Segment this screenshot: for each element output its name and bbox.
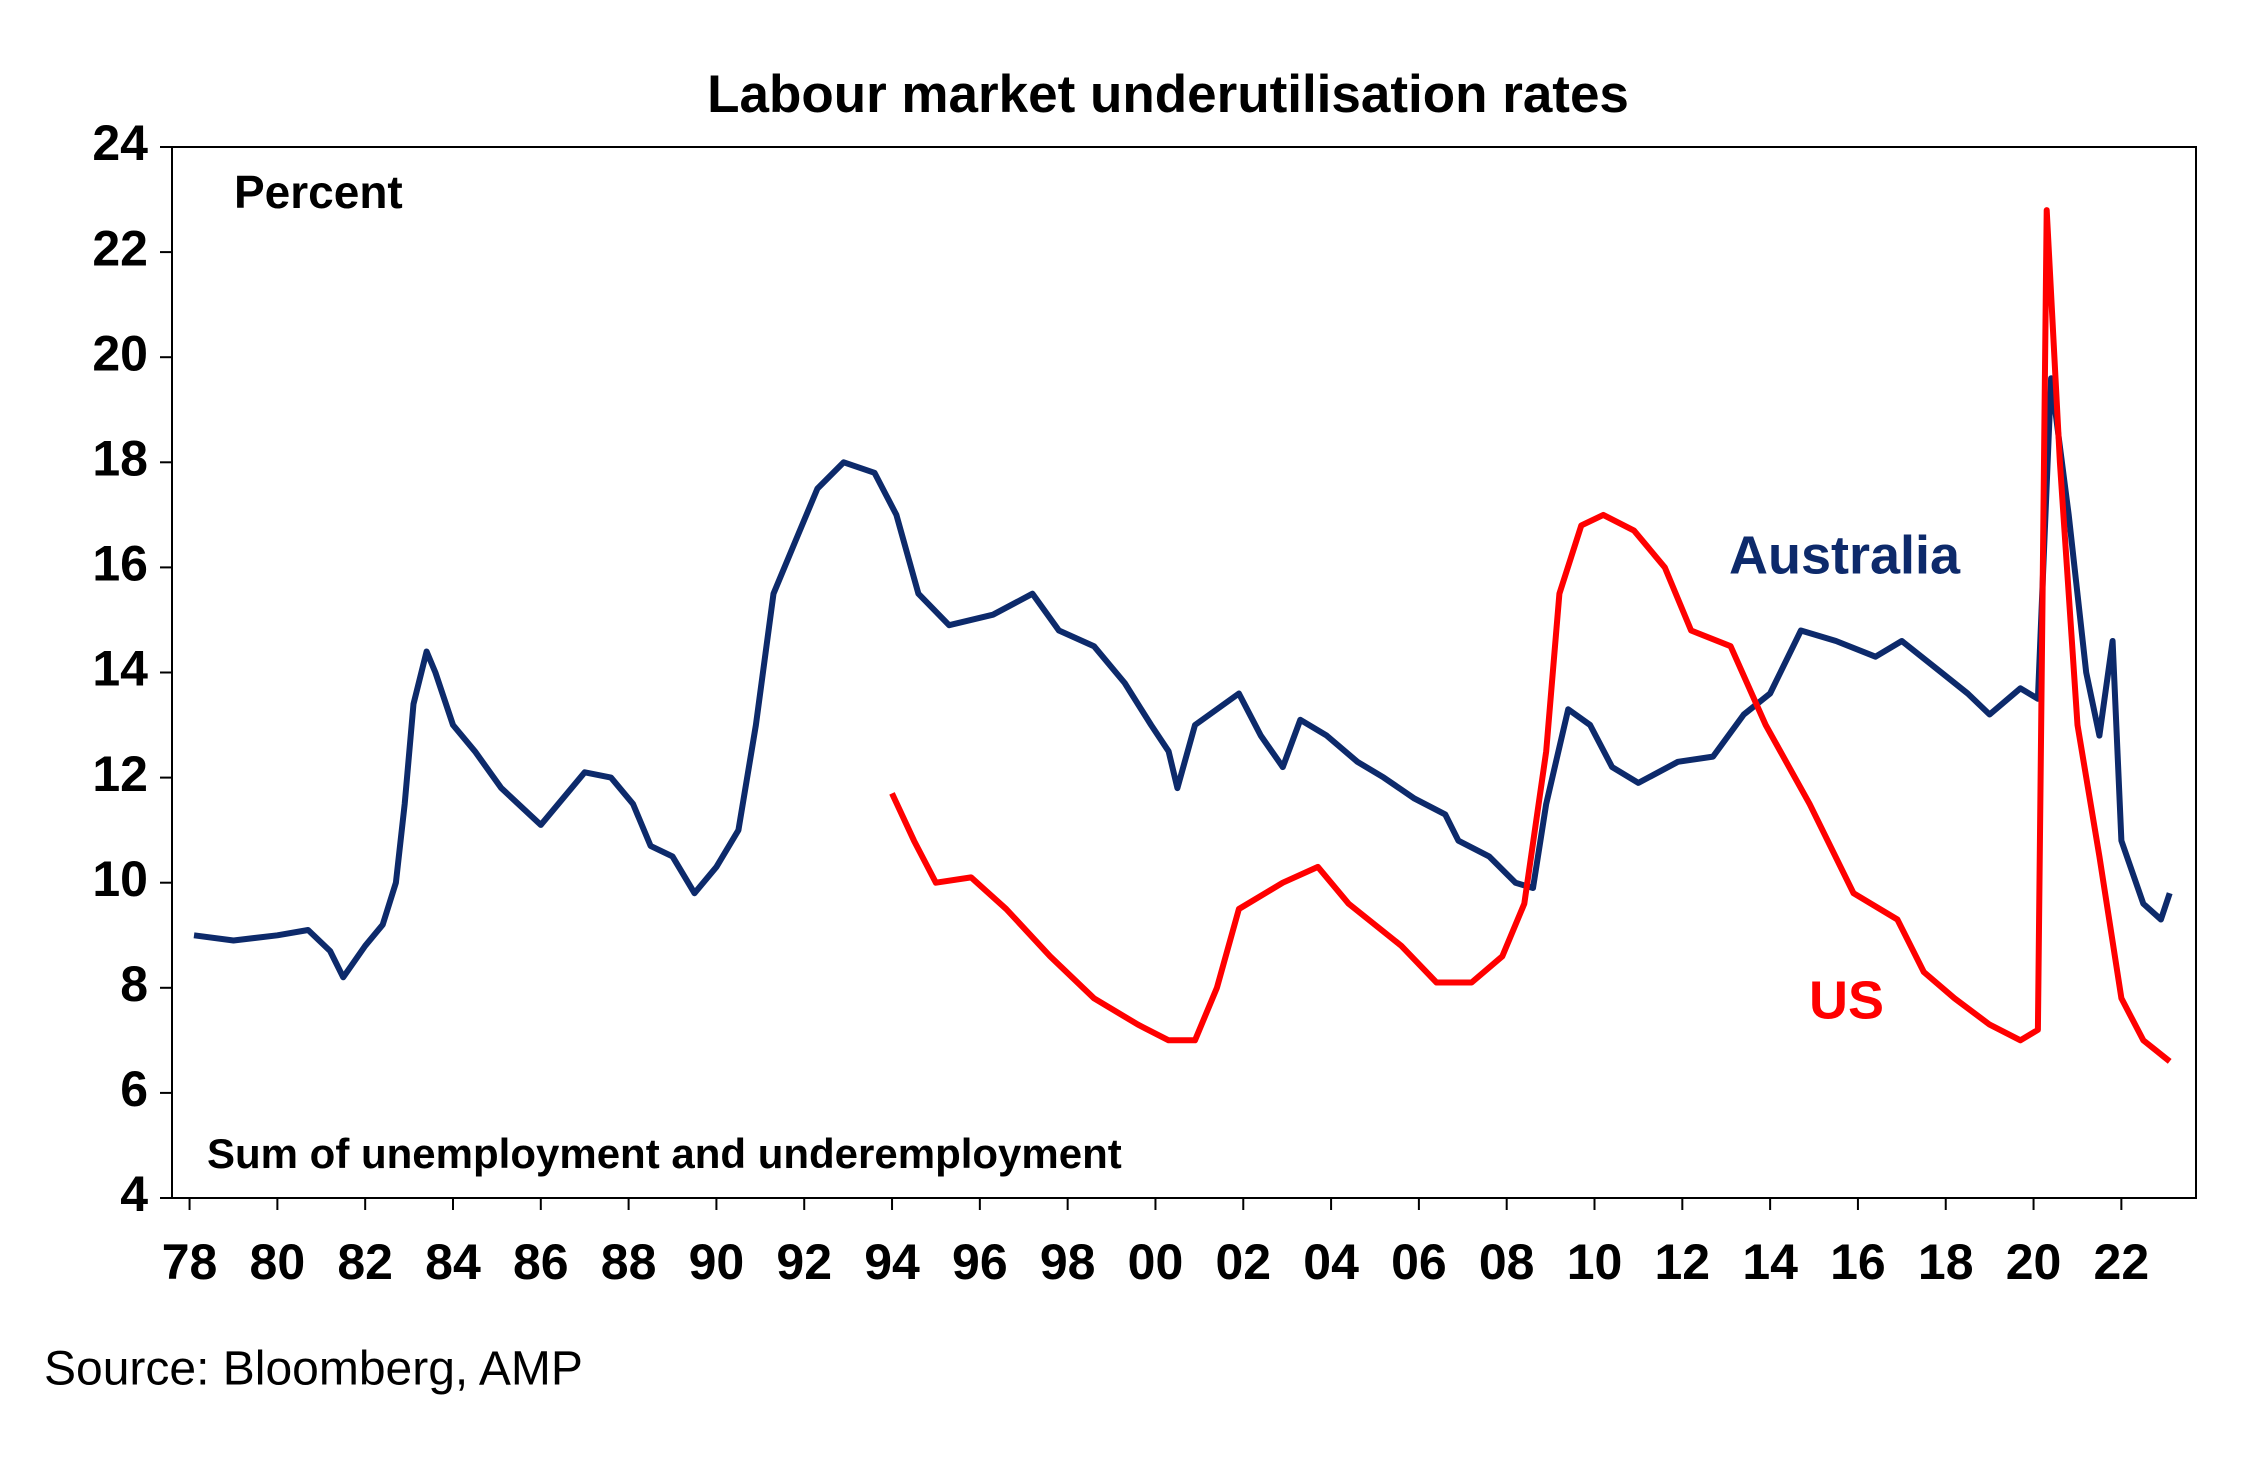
chart-title: Labour market underutilisation rates	[707, 65, 1629, 124]
y-tick-label: 18	[92, 431, 148, 487]
x-tick-label: 08	[1479, 1234, 1535, 1290]
x-tick-label: 02	[1215, 1234, 1271, 1290]
data-line	[193, 375, 2173, 981]
x-tick-label: 92	[776, 1234, 832, 1290]
source: Source: Bloomberg, AMP	[44, 1343, 583, 1396]
y-tick-label: 14	[92, 641, 148, 697]
x-tick-label: 22	[2094, 1234, 2150, 1290]
series-label: US	[1809, 970, 1884, 1030]
y-tick-label: 24	[92, 115, 148, 171]
x-tick-label: 98	[1040, 1234, 1096, 1290]
x-tick-label: 88	[601, 1234, 657, 1290]
series-label: Australia	[1729, 525, 1961, 585]
y-tick-label: 16	[92, 536, 148, 592]
y-axis-label: Percent	[234, 166, 403, 218]
x-tick-label: 16	[1830, 1234, 1886, 1290]
x-tick-label: 94	[864, 1234, 920, 1290]
x-tick-label: 90	[689, 1234, 745, 1290]
x-tick-label: 20	[2006, 1234, 2062, 1290]
x-tick-label: 10	[1567, 1234, 1623, 1290]
x-tick-label: 18	[1918, 1234, 1974, 1290]
y-tick-label: 4	[120, 1166, 148, 1222]
data-line	[889, 207, 2172, 1064]
y-tick-label: 12	[92, 746, 148, 802]
y-tick-label: 22	[92, 220, 148, 276]
x-tick-label: 82	[337, 1234, 393, 1290]
y-tick-label: 8	[120, 956, 148, 1012]
x-tick-label: 78	[162, 1234, 218, 1290]
x-tick-label: 12	[1655, 1234, 1711, 1290]
x-tick-label: 86	[513, 1234, 569, 1290]
x-tick-label: 80	[250, 1234, 306, 1290]
x-tick-label: 04	[1303, 1234, 1359, 1290]
y-tick-label: 6	[120, 1061, 148, 1117]
x-tick-label: 14	[1742, 1234, 1798, 1290]
x-tick-label: 00	[1128, 1234, 1184, 1290]
y-tick-label: 10	[92, 851, 148, 907]
annotation: Sum of unemployment and underemployment	[207, 1130, 1122, 1177]
x-tick-label: 96	[952, 1234, 1008, 1290]
x-tick-label: 84	[425, 1234, 481, 1290]
y-tick-label: 20	[92, 325, 148, 381]
x-tick-label: 06	[1391, 1234, 1447, 1290]
